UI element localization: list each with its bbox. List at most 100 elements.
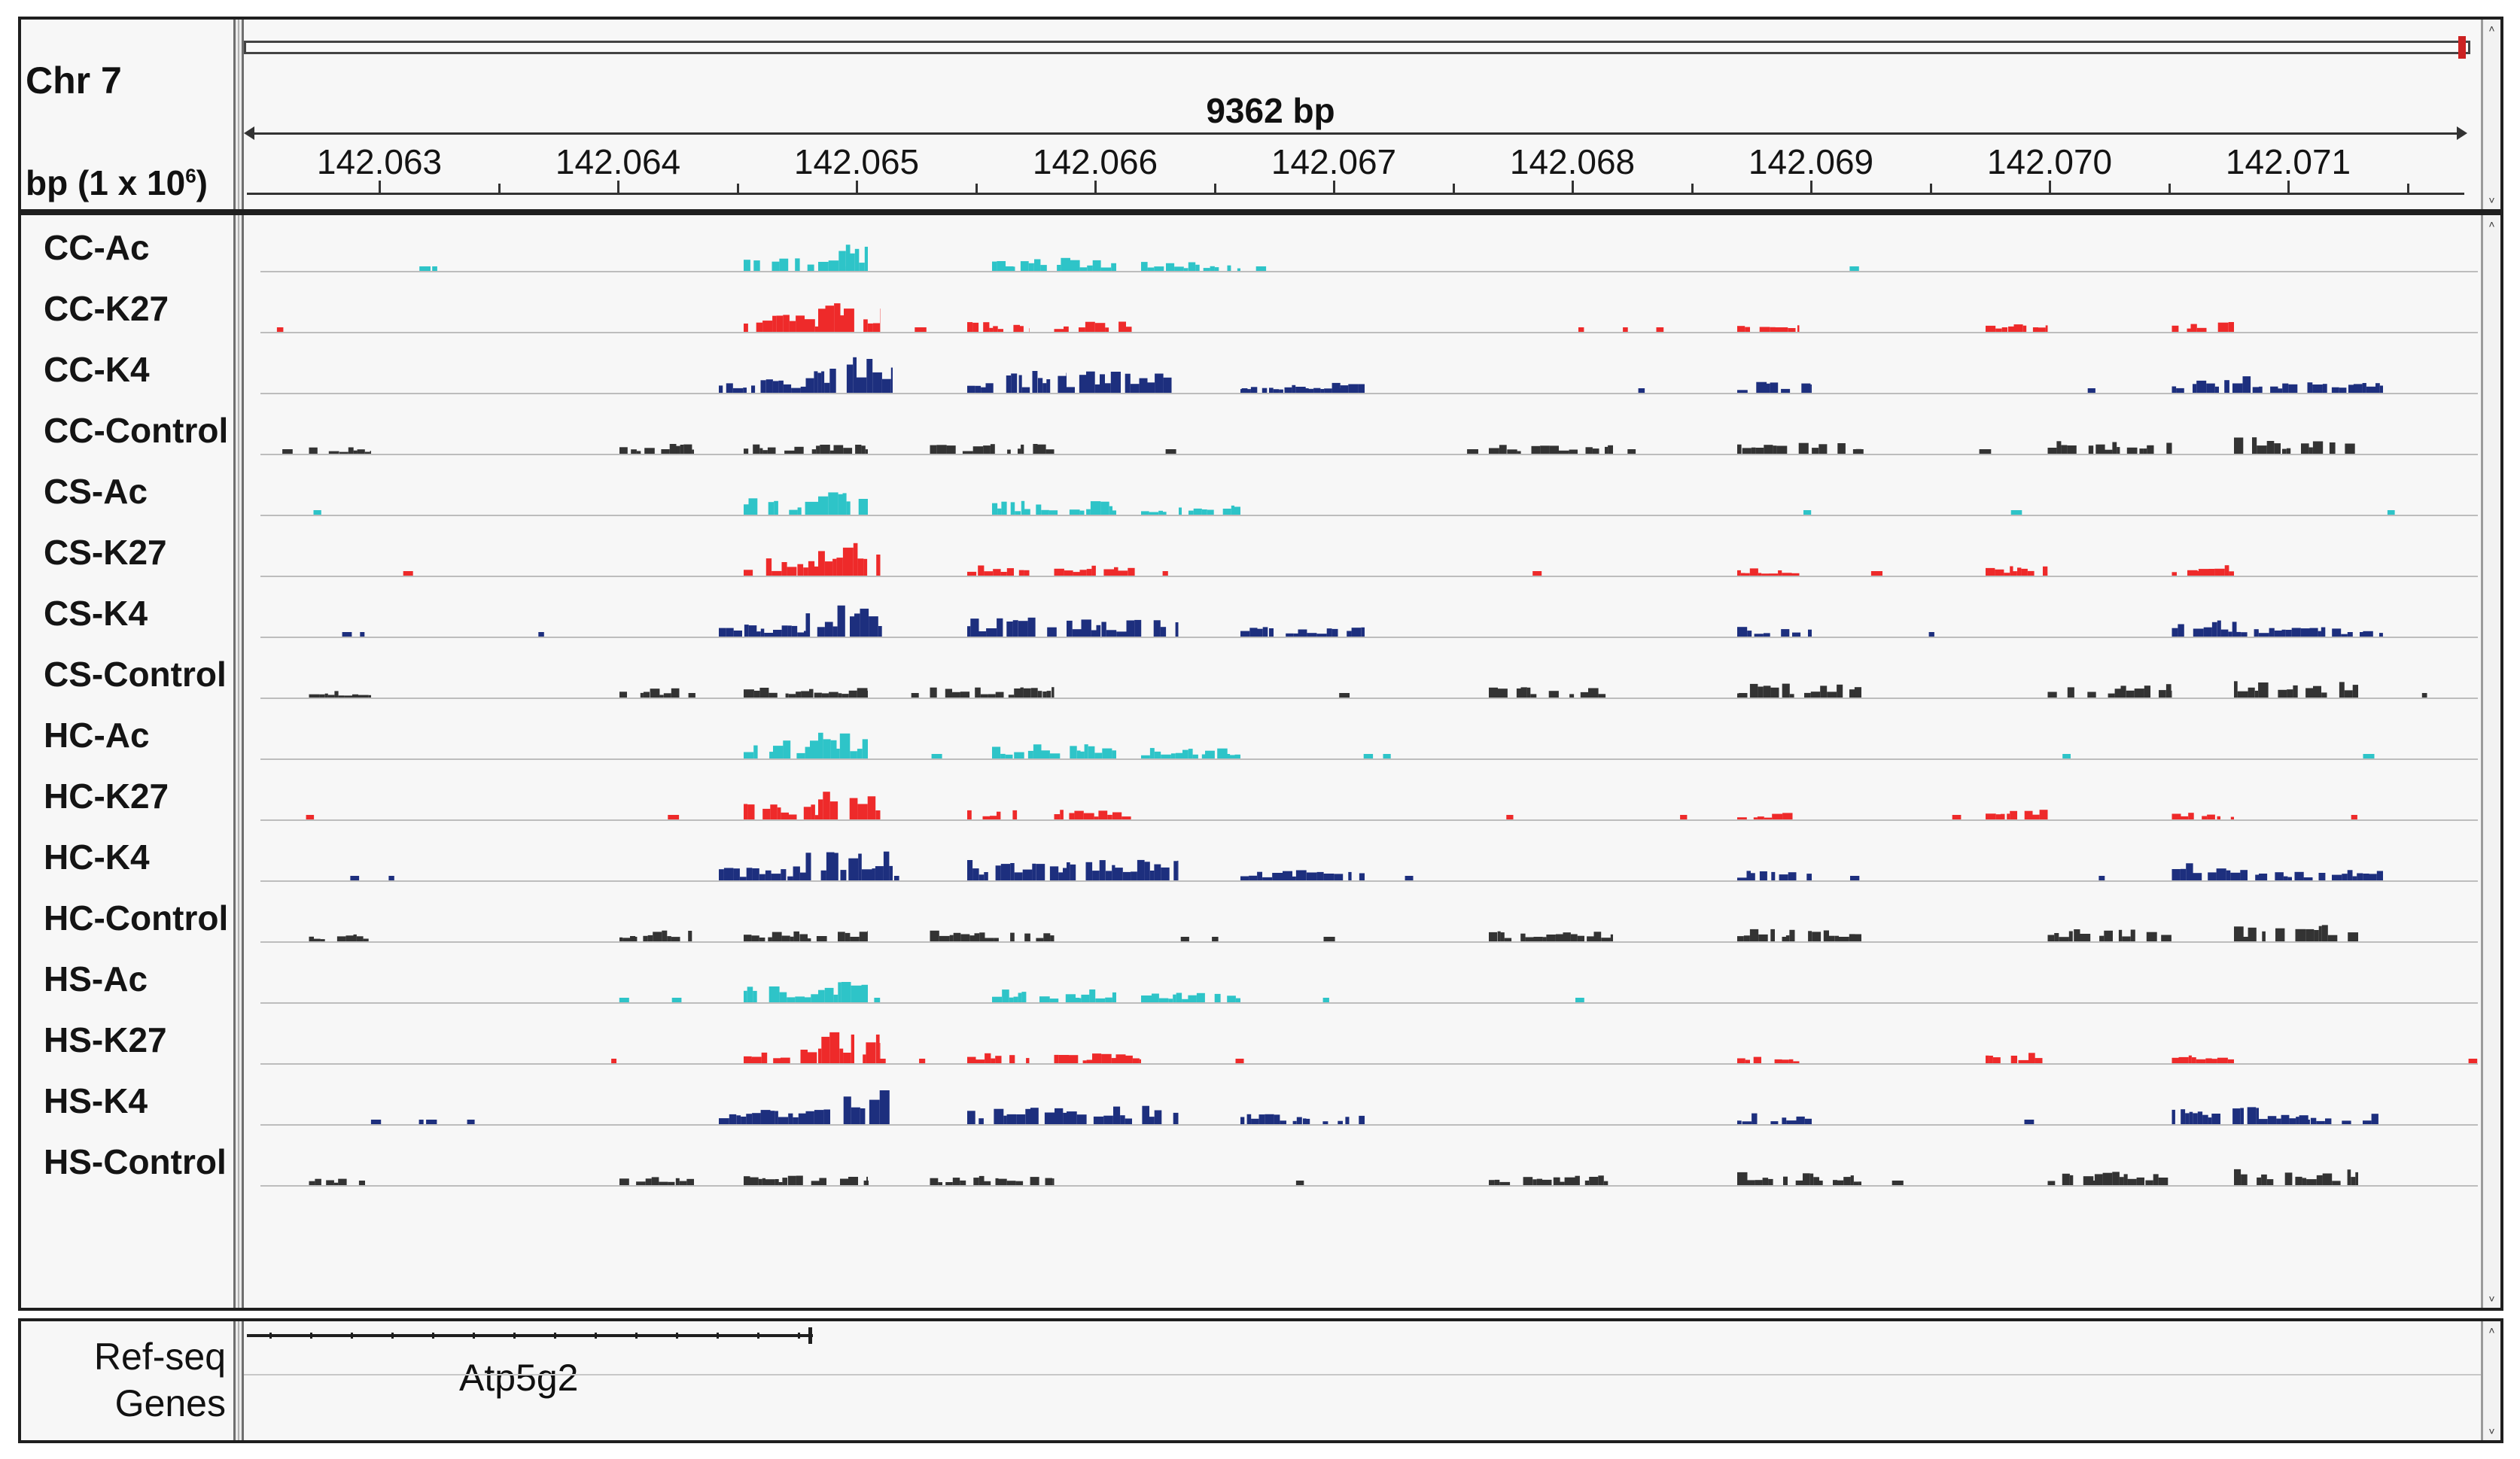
signal-bin [2278, 689, 2287, 698]
track-label[interactable]: HC-Ac [44, 716, 150, 755]
signal-bin [1041, 509, 1049, 515]
track-label[interactable]: CS-Control [44, 655, 227, 694]
scroll-up-icon[interactable]: ˄ [2488, 218, 2495, 230]
signal-bin [1737, 1120, 1742, 1124]
signal-bin [1806, 874, 1812, 880]
track-signal[interactable] [276, 303, 2234, 332]
signal-bin [1067, 862, 1070, 880]
track-signal[interactable] [403, 543, 2234, 576]
track-signal[interactable] [611, 1032, 2478, 1063]
signal-bin [1001, 501, 1007, 515]
scroll-up-icon[interactable]: ˄ [2488, 23, 2495, 35]
track-baseline [260, 393, 2478, 394]
signal-bin [789, 814, 797, 819]
current-region-marker[interactable] [2458, 36, 2466, 59]
scroll-down-icon[interactable]: ˅ [2488, 194, 2495, 206]
signal-bin [2363, 754, 2375, 758]
gene-divider[interactable] [233, 1321, 244, 1440]
chromosome-label[interactable]: Chr 7 [26, 59, 122, 102]
signal-bin [1749, 683, 1758, 698]
label-divider[interactable] [233, 20, 244, 209]
signal-bin [2242, 376, 2251, 393]
track-signal[interactable] [419, 245, 1859, 271]
scroll-down-icon[interactable]: ˅ [2488, 1293, 2495, 1305]
signal-bin [946, 445, 956, 454]
signal-bin [967, 810, 972, 819]
ruler-major-tick [2049, 181, 2051, 193]
track-label[interactable]: HS-Control [44, 1142, 227, 1181]
signal-bin [839, 1048, 844, 1063]
tracks-scrollbar[interactable]: ˄ ˅ [2481, 215, 2500, 1308]
track-signal[interactable] [744, 732, 2375, 758]
gene-strand-mark [554, 1333, 556, 1339]
track-label[interactable]: HS-K4 [44, 1081, 148, 1120]
gene-feature[interactable] [247, 1334, 813, 1337]
scroll-down-icon[interactable]: ˅ [2488, 1425, 2495, 1437]
signal-bin [1104, 383, 1111, 393]
track-label[interactable]: CC-K4 [44, 350, 150, 389]
signal-bin [1020, 687, 1024, 698]
track-signal[interactable] [309, 925, 2359, 941]
track-signal[interactable] [342, 605, 2383, 637]
signal-bin [1770, 1121, 1779, 1124]
ruler-scrollbar[interactable]: ˄ ˅ [2481, 20, 2500, 209]
signal-bin [2247, 1107, 2257, 1124]
signal-bin [1042, 692, 1047, 698]
track-label[interactable]: HC-K27 [44, 777, 169, 816]
signal-bin [1531, 445, 1540, 454]
signal-bin [863, 319, 868, 332]
scroll-up-icon[interactable]: ˄ [2488, 1324, 2495, 1336]
signal-bin [858, 853, 862, 880]
track-signal[interactable] [313, 492, 2395, 515]
track-signal[interactable] [370, 1090, 2378, 1124]
signal-bin [1060, 810, 1064, 819]
signal-bin [692, 449, 694, 454]
track-label[interactable]: CS-Ac [44, 472, 148, 511]
signal-bin [319, 694, 325, 698]
gene-track-label-line2[interactable]: Genes [114, 1382, 226, 1424]
track-label[interactable]: HS-Ac [44, 959, 148, 999]
track-label[interactable]: CS-K4 [44, 594, 148, 633]
track-label[interactable]: CS-K27 [44, 533, 167, 572]
signal-bin [1079, 570, 1087, 576]
gene-track-label-line1[interactable]: Ref-seq [93, 1336, 226, 1378]
track-label[interactable]: HS-K27 [44, 1020, 167, 1059]
signal-bin [1507, 449, 1517, 454]
signal-bin [800, 1050, 808, 1063]
track-label[interactable]: HC-K4 [44, 837, 150, 877]
signal-bin [2062, 754, 2071, 758]
gene-scrollbar[interactable]: ˄ ˅ [2481, 1321, 2500, 1440]
track-label[interactable]: CC-K27 [44, 289, 169, 328]
signal-bin [2153, 1174, 2159, 1185]
gene-strand-mark [269, 1333, 272, 1339]
track-label[interactable]: CC-Control [44, 411, 229, 450]
signal-bin [2321, 627, 2326, 637]
track-label[interactable]: HC-Control [44, 898, 229, 938]
signal-bin [1246, 1114, 1252, 1124]
gene-name[interactable]: Atp5g2 [459, 1357, 579, 1399]
signal-bin [1786, 1120, 1797, 1124]
track-signal[interactable] [619, 982, 1584, 1002]
track-signal[interactable] [309, 1169, 2359, 1185]
chromosome-ideogram[interactable] [244, 41, 2470, 54]
signal-bin [989, 327, 994, 332]
signal-bin [778, 1182, 783, 1185]
track-signal[interactable] [719, 357, 2383, 393]
signal-bin [936, 445, 947, 454]
signal-bin [619, 447, 628, 454]
signal-bin [838, 251, 846, 271]
track-signal[interactable] [309, 681, 2427, 698]
track-signal[interactable] [282, 437, 2355, 454]
signal-bin [863, 1054, 866, 1063]
signal-bin [953, 932, 961, 941]
signal-bin [818, 1048, 822, 1063]
tracks-divider[interactable] [233, 215, 244, 1308]
signal-bin [2039, 810, 2048, 819]
track-signal[interactable] [350, 851, 2383, 880]
signal-bin [1014, 872, 1023, 880]
signal-bin [668, 1181, 675, 1185]
signal-bin [1523, 1177, 1533, 1185]
signal-bin [2214, 568, 2225, 576]
track-label[interactable]: CC-Ac [44, 228, 150, 267]
track-signal[interactable] [306, 792, 2357, 819]
